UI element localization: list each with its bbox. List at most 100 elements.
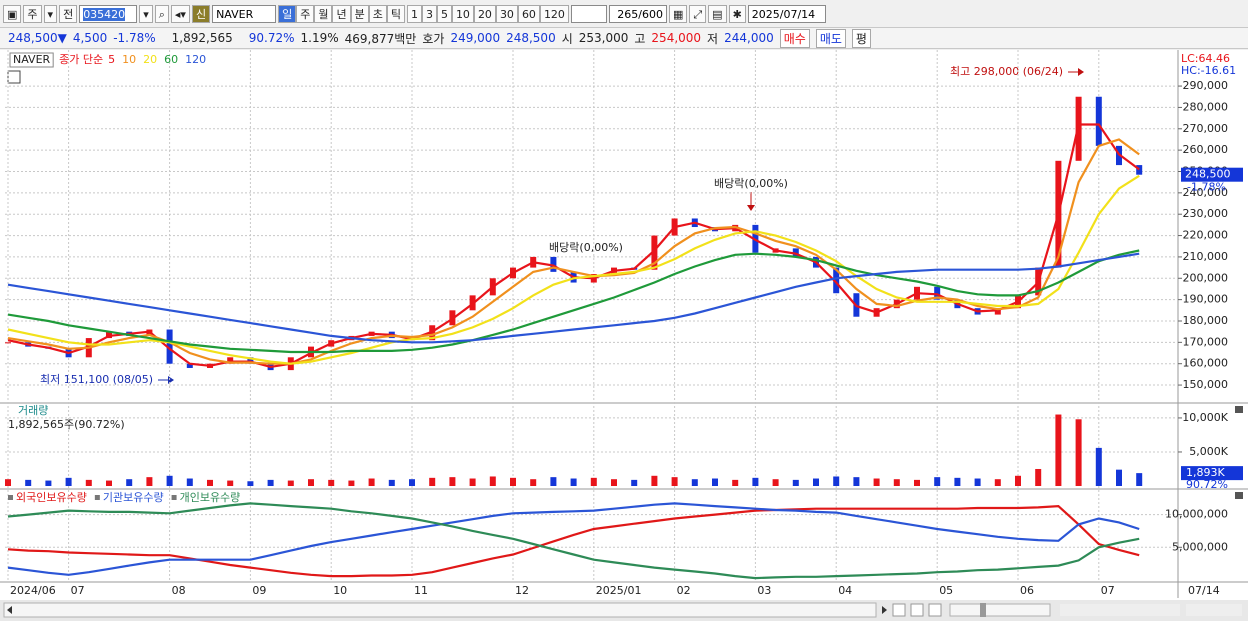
volume-bar bbox=[186, 478, 193, 487]
market[interactable]: 전 bbox=[59, 4, 78, 23]
nav-button[interactable] bbox=[910, 603, 924, 617]
avg-button[interactable]: 평 bbox=[851, 28, 871, 48]
change: 4,500 bbox=[72, 31, 108, 45]
sell-button[interactable]: 매도 bbox=[815, 28, 846, 48]
interval-button[interactable]: 120 bbox=[539, 4, 569, 23]
legend-symbol: NAVER bbox=[13, 53, 51, 66]
panel-icon[interactable] bbox=[1235, 406, 1243, 413]
x-tick-label: 04 bbox=[838, 584, 852, 597]
volume-bar bbox=[368, 478, 375, 487]
volume-title: 거래량 bbox=[18, 404, 48, 417]
interval-button[interactable]: 30 bbox=[495, 4, 518, 23]
change-pct: -1.78% bbox=[113, 31, 156, 45]
nav-button[interactable] bbox=[892, 603, 906, 617]
candle bbox=[166, 329, 173, 364]
y-tick-label: 200,000 bbox=[1183, 271, 1229, 284]
zoom-buttons[interactable] bbox=[1186, 604, 1242, 616]
volume-bar bbox=[489, 476, 496, 487]
grid-layer bbox=[5, 50, 1178, 582]
current-change: -1.78% bbox=[1187, 181, 1226, 194]
buy-button[interactable]: 매수 bbox=[779, 28, 810, 48]
new-badge[interactable]: 신 bbox=[191, 4, 211, 23]
zoom-slider[interactable] bbox=[949, 603, 1051, 617]
annotation-arrow bbox=[747, 205, 755, 211]
volume-bar bbox=[954, 477, 961, 487]
date-input[interactable]: 2025/07/14 bbox=[747, 4, 826, 23]
count-input[interactable]: 265 bbox=[617, 7, 639, 21]
volume-bar bbox=[1095, 447, 1102, 487]
dropdown[interactable]: ▾ bbox=[43, 4, 58, 23]
interval-button[interactable]: 60 bbox=[517, 4, 540, 23]
period-button[interactable]: 일 bbox=[278, 4, 297, 23]
y-tick-label: 150,000 bbox=[1183, 378, 1229, 391]
volume-bar bbox=[651, 475, 658, 487]
y-tick-label: 280,000 bbox=[1183, 100, 1229, 113]
volume: 1,892,565 bbox=[171, 31, 233, 45]
panel-icon[interactable] bbox=[7, 70, 21, 84]
interval-button[interactable]: 10 bbox=[451, 4, 474, 23]
tool-button[interactable]: ⤢ bbox=[689, 4, 707, 23]
volume-bar bbox=[752, 477, 759, 487]
sound-button[interactable]: ◂▾ bbox=[170, 4, 190, 23]
volume-ratio: 90.72% bbox=[248, 31, 295, 45]
volume-bar bbox=[247, 481, 254, 487]
price: 248,500 bbox=[8, 31, 58, 45]
scroll-right[interactable] bbox=[882, 606, 887, 614]
period-button[interactable]: 월 bbox=[314, 4, 333, 23]
turnover: 1.19% bbox=[300, 31, 339, 45]
current-price: 248,500 bbox=[1185, 168, 1231, 181]
interval-button[interactable]: 5 bbox=[436, 4, 452, 23]
legend-entry: 20 bbox=[143, 53, 157, 66]
volume-bar bbox=[85, 479, 92, 487]
period-button[interactable]: 초 bbox=[368, 4, 387, 23]
nav-button[interactable] bbox=[928, 603, 942, 617]
tool-icons[interactable] bbox=[1060, 604, 1180, 616]
candle bbox=[1136, 165, 1143, 175]
volume-bar bbox=[732, 479, 739, 487]
scroll-left[interactable] bbox=[7, 606, 12, 614]
volume-bar bbox=[449, 477, 456, 487]
dropdown[interactable]: ▾ bbox=[139, 4, 153, 23]
interval-group: 1 3 5 10 20 30 60 120 bbox=[406, 4, 569, 23]
current-volume: 1,893K bbox=[1186, 466, 1225, 479]
hc-label: HC:-16.61 bbox=[1181, 64, 1236, 77]
save-button[interactable]: ▤ bbox=[708, 4, 727, 23]
current-volume-box bbox=[1181, 466, 1243, 481]
x-tick-label: 08 bbox=[172, 584, 186, 597]
period-button[interactable]: 년 bbox=[332, 4, 351, 23]
period-button[interactable]: 주 bbox=[296, 4, 315, 23]
volume-bar bbox=[611, 479, 617, 487]
volume-bar bbox=[409, 479, 415, 487]
legend-ma-label: 종가 단순 bbox=[59, 53, 103, 66]
settings-button[interactable]: ✱ bbox=[728, 4, 746, 23]
panel-icon[interactable] bbox=[1235, 492, 1243, 499]
search-button[interactable]: ⌕ bbox=[154, 4, 169, 23]
x-tick-label: 2025/01 bbox=[596, 584, 642, 597]
y-tick-label: 230,000 bbox=[1183, 207, 1229, 220]
quote-label: 호가 bbox=[422, 31, 445, 46]
volume-bar bbox=[631, 479, 638, 487]
y-tick-label: 5,000K bbox=[1189, 445, 1228, 458]
x-end-label: 07/14 bbox=[1188, 584, 1220, 597]
period-prefix[interactable]: 주 bbox=[23, 4, 42, 23]
candle bbox=[651, 235, 658, 270]
code-input[interactable]: 035420 bbox=[83, 7, 126, 21]
volume-bar bbox=[691, 479, 698, 487]
name-input[interactable]: NAVER bbox=[212, 4, 277, 23]
scrollbar-track[interactable] bbox=[3, 602, 877, 618]
volume-bar bbox=[510, 477, 516, 487]
y-tick-label: 270,000 bbox=[1183, 122, 1229, 135]
zoom-thumb[interactable] bbox=[980, 603, 986, 617]
x-tick-label: 03 bbox=[757, 584, 771, 597]
data-layer bbox=[5, 96, 1143, 580]
volume-bar bbox=[348, 480, 355, 487]
period-button[interactable]: 틱 bbox=[386, 4, 405, 23]
interval-button[interactable]: 3 bbox=[421, 4, 437, 23]
dropdown[interactable]: ​ bbox=[570, 4, 607, 23]
interval-button[interactable]: 1 bbox=[406, 4, 422, 23]
interval-button[interactable]: 20 bbox=[473, 4, 496, 23]
menu-button[interactable]: ▣ bbox=[3, 4, 22, 23]
volume-bar bbox=[45, 480, 52, 487]
period-button[interactable]: 분 bbox=[350, 4, 369, 23]
tool-button[interactable]: ▦ bbox=[668, 4, 688, 23]
